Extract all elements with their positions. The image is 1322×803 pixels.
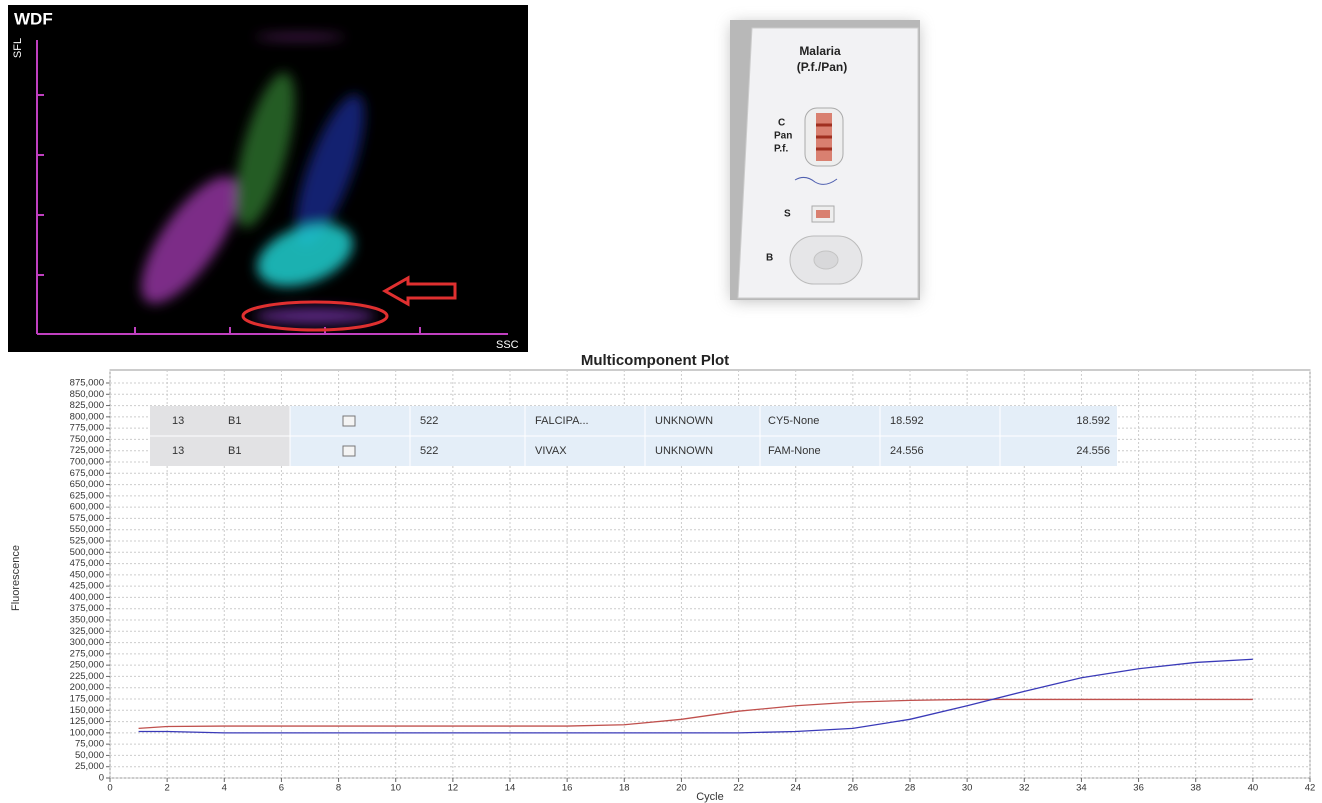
x-tick-label: 16	[562, 783, 573, 794]
cluster	[255, 35, 345, 39]
table-cell: UNKNOWN	[655, 445, 713, 457]
plot: 025,00050,00075,000100,000125,000150,000…	[70, 370, 1316, 794]
scatter-panel: WDF SFL SSC	[8, 5, 528, 352]
x-tick-label: 40	[1248, 783, 1259, 794]
y-tick-label: 250,000	[70, 660, 104, 671]
y-tick-label: 400,000	[70, 592, 104, 603]
y-tick-label: 275,000	[70, 648, 104, 659]
y-tick-label: 25,000	[75, 761, 104, 772]
test-photo: Malaria (P.f./Pan) C Pan P.f. S B	[730, 20, 920, 300]
panel-title: WDF	[14, 9, 53, 28]
y-tick-label: 600,000	[70, 502, 104, 513]
y-tick-label: 650,000	[70, 479, 104, 490]
y-tick-label: 725,000	[70, 445, 104, 456]
y-tick-label: 450,000	[70, 569, 104, 580]
y-tick-label: 575,000	[70, 513, 104, 524]
table-cell: 24.556	[890, 445, 924, 457]
x-tick-label: 30	[962, 783, 973, 794]
table-cell: VIVAX	[535, 445, 567, 457]
x-tick-label: 10	[390, 783, 401, 794]
y-tick-label: 700,000	[70, 457, 104, 468]
y-tick-label: 75,000	[75, 739, 104, 750]
y-tick-label: 825,000	[70, 400, 104, 411]
checkbox	[343, 416, 355, 426]
figure: WDF SFL SSC Malaria (P.f./Pan) C Pan P.f…	[0, 0, 1322, 803]
well-label: S	[784, 209, 791, 220]
y-tick-label: 775,000	[70, 423, 104, 434]
table-cell: 522	[420, 445, 438, 457]
checkbox	[343, 446, 355, 456]
x-tick-label: 28	[905, 783, 916, 794]
x-tick-label: 32	[1019, 783, 1030, 794]
y-tick-label: 300,000	[70, 637, 104, 648]
y-tick-label: 800,000	[70, 411, 104, 422]
table-cell: 18.592	[1076, 415, 1110, 427]
y-tick-label: 50,000	[75, 750, 104, 761]
x-tick-label: 4	[222, 783, 227, 794]
y-label: SFL	[12, 38, 24, 58]
y-tick-label: 850,000	[70, 389, 104, 400]
x-tick-label: 14	[505, 783, 516, 794]
y-tick-label: 175,000	[70, 694, 104, 705]
x-label: SSC	[496, 339, 519, 351]
y-tick-label: 350,000	[70, 615, 104, 626]
x-tick-label: 6	[279, 783, 284, 794]
buffer-hole	[814, 251, 838, 269]
y-tick-label: 550,000	[70, 524, 104, 535]
x-tick-label: 2	[164, 783, 169, 794]
x-tick-label: 42	[1305, 783, 1316, 794]
x-tick-label: 34	[1076, 783, 1087, 794]
table-cell: 24.556	[1076, 445, 1110, 457]
x-tick-label: 18	[619, 783, 630, 794]
table-cell: 18.592	[890, 415, 924, 427]
table-cell: UNKNOWN	[655, 415, 713, 427]
y-tick-label: 375,000	[70, 603, 104, 614]
table-cell: CY5-None	[768, 415, 819, 427]
y-tick-label: 125,000	[70, 716, 104, 727]
x-tick-label: 36	[1133, 783, 1144, 794]
band-label: P.f.	[774, 144, 788, 155]
x-tick-label: 22	[733, 783, 744, 794]
y-tick-label: 750,000	[70, 434, 104, 445]
y-tick-label: 675,000	[70, 468, 104, 479]
y-tick-label: 325,000	[70, 626, 104, 637]
y-tick-label: 425,000	[70, 581, 104, 592]
well-label: B	[766, 253, 773, 264]
table-cell: 13	[172, 445, 184, 457]
y-tick-label: 625,000	[70, 490, 104, 501]
test-title: Malaria	[799, 44, 841, 58]
x-tick-label: 20	[676, 783, 687, 794]
x-tick-label: 38	[1190, 783, 1201, 794]
x-tick-label: 12	[448, 783, 459, 794]
band-label: Pan	[774, 131, 792, 142]
y-tick-label: 150,000	[70, 705, 104, 716]
y-tick-label: 875,000	[70, 378, 104, 389]
y-tick-label: 200,000	[70, 682, 104, 693]
y-tick-label: 100,000	[70, 727, 104, 738]
table-cell: B1	[228, 445, 241, 457]
x-tick-label: 8	[336, 783, 341, 794]
table-cell: B1	[228, 415, 241, 427]
y-tick-label: 475,000	[70, 558, 104, 569]
y-axis-label: Fluorescence	[10, 545, 22, 611]
table-cell: FAM-None	[768, 445, 821, 457]
table-cell: 13	[172, 415, 184, 427]
table-cell: FALCIPA...	[535, 415, 589, 427]
y-tick-label: 525,000	[70, 536, 104, 547]
y-tick-label: 225,000	[70, 671, 104, 682]
band-label: C	[778, 118, 785, 129]
x-tick-label: 0	[107, 783, 112, 794]
x-tick-label: 26	[848, 783, 859, 794]
x-tick-label: 24	[790, 783, 801, 794]
cluster	[255, 308, 375, 324]
y-tick-label: 500,000	[70, 547, 104, 558]
chart-title: Multicomponent Plot	[581, 352, 729, 369]
table-cell: 522	[420, 415, 438, 427]
test-title: (P.f./Pan)	[797, 60, 847, 74]
x-axis-label: Cycle	[696, 791, 724, 803]
results-table: 13 B1 522 FALCIPA... UNKNOWN CY5-None 18.592 18…	[150, 406, 1117, 466]
y-tick-label: 0	[99, 773, 104, 784]
sample-mark	[816, 210, 830, 218]
